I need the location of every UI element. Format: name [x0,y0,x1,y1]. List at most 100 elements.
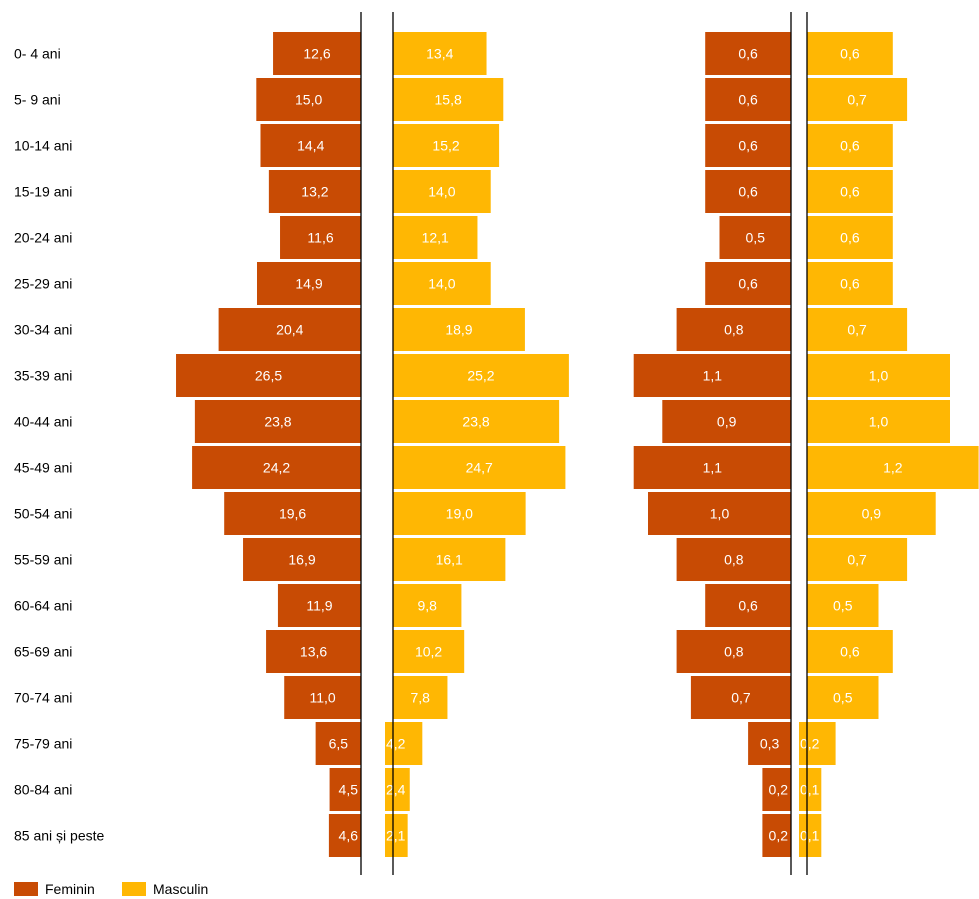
bar-label-feminin: 15,0 [295,92,322,108]
bar-feminin [243,538,361,581]
legend-label-feminin: Feminin [45,881,95,897]
bar-label-feminin: 0,8 [724,322,744,338]
bar-label-feminin: 11,6 [307,230,333,246]
bar-label-masculin: 9,8 [417,598,437,614]
age-group-label: 40-44 ani [14,414,72,430]
bar-label-feminin: 0,5 [746,230,766,246]
age-group-label: 70-74 ani [14,690,72,706]
bar-label-feminin: 0,6 [738,276,758,292]
bar-label-feminin: 1,1 [703,368,723,384]
bar-label-masculin: 12,1 [422,230,449,246]
bar-label-masculin: 24,7 [466,460,493,476]
bar-label-masculin: 0,5 [833,598,853,614]
bar-label-masculin: 2,1 [386,828,406,844]
bar-label-masculin: 0,1 [800,828,820,844]
age-group-label: 45-49 ani [14,460,72,476]
age-group-label: 65-69 ani [14,644,72,660]
bar-masculin [807,216,893,259]
bar-label-masculin: 1,2 [883,460,903,476]
bar-feminin [705,170,791,213]
bar-label-masculin: 0,9 [862,506,882,522]
bar-masculin [807,584,879,627]
bar-label-feminin: 14,9 [295,276,322,292]
legend-swatch-feminin [14,882,38,896]
bar-label-feminin: 0,9 [717,414,737,430]
bar-masculin [807,78,908,121]
bar-masculin [393,400,560,443]
bar-label-feminin: 26,5 [255,368,282,384]
bar-label-feminin: 13,2 [301,184,328,200]
bar-label-feminin: 11,9 [306,598,332,614]
age-labels: 0- 4 ani 5- 9 ani 10-14 ani 15-19 ani 20-24 … [14,46,104,844]
bar-label-masculin: 7,8 [410,690,430,706]
bar-label-feminin: 1,1 [703,460,723,476]
bar-label-feminin: 0,3 [760,736,780,752]
age-group-label: 15-19 ani [14,184,72,200]
bar-masculin [393,492,526,535]
bar-label-feminin: 1,0 [710,506,730,522]
bar-label-masculin: 14,0 [428,276,455,292]
bar-label-masculin: 15,8 [435,92,462,108]
bar-label-masculin: 18,9 [445,322,472,338]
bar-feminin [256,262,361,305]
bar-label-masculin: 0,6 [840,276,860,292]
bar-feminin [328,814,361,857]
bar-masculin [393,170,491,213]
bar-masculin [807,354,950,397]
bar-label-feminin: 0,2 [769,828,789,844]
bar-masculin [807,492,936,535]
bar-feminin [676,538,791,581]
bar-label-feminin: 4,5 [339,782,359,798]
bar-label-feminin: 0,6 [738,598,758,614]
bar-label-masculin: 0,6 [840,230,860,246]
bar-masculin [807,124,893,167]
panel-2: 0,6 0,6 0,6 0,7 0,6 0,6 0,6 0,6 0,5 0,6 0,6 0,6 0,8 0… [633,32,979,857]
bar-label-masculin: 0,6 [840,644,860,660]
bar-masculin [393,446,566,489]
panel-1: 12,6 13,4 15,0 15,8 14,4 15,2 13,2 14,0 11,6 12,1… [176,32,569,857]
bar-feminin [256,78,361,121]
bar-feminin [705,32,791,75]
bar-label-feminin: 0,8 [724,552,744,568]
bar-label-feminin: 0,6 [738,138,758,154]
bar-feminin [705,584,791,627]
bar-label-feminin: 0,7 [731,690,751,706]
bar-masculin [393,354,569,397]
age-group-label: 60-64 ani [14,598,72,614]
bar-label-feminin: 0,8 [724,644,744,660]
bar-label-masculin: 10,2 [415,644,442,660]
bar-masculin [393,78,504,121]
bar-masculin [807,446,979,489]
bar-feminin [268,170,361,213]
bar-label-masculin: 0,7 [847,92,867,108]
legend-label-masculin: Masculin [153,881,208,897]
bar-feminin [762,768,791,811]
bar-label-masculin: 14,0 [428,184,455,200]
bar-feminin [633,446,791,489]
bar-label-feminin: 13,6 [300,644,327,660]
bar-label-masculin: 0,7 [847,322,867,338]
bar-masculin [807,308,908,351]
bar-label-feminin: 14,4 [297,138,324,154]
bar-label-masculin: 0,6 [840,138,860,154]
bar-feminin [705,78,791,121]
bar-label-feminin: 12,6 [303,46,330,62]
bar-masculin [393,32,487,75]
bar-feminin [277,584,361,627]
bar-feminin [280,216,361,259]
bar-feminin [705,124,791,167]
bar-label-feminin: 19,6 [279,506,306,522]
bar-masculin [799,722,836,765]
bar-masculin [393,584,462,627]
bar-label-feminin: 4,6 [339,828,359,844]
axis-lines [360,12,808,875]
bar-feminin [260,124,361,167]
bar-feminin [676,308,791,351]
bar-feminin [192,446,361,489]
bar-feminin [218,308,361,351]
bar-feminin [633,354,791,397]
age-group-label: 50-54 ani [14,506,72,522]
bar-label-feminin: 16,9 [288,552,315,568]
age-group-label: 25-29 ani [14,276,72,292]
bar-masculin [393,308,525,351]
